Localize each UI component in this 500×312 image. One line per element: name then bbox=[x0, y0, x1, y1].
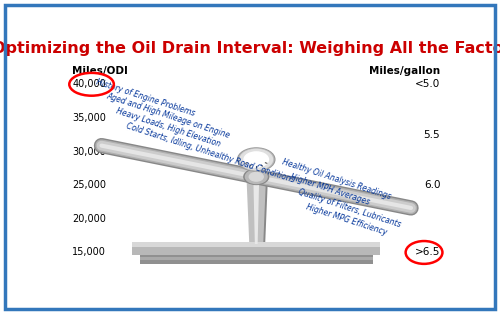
Text: 6.0: 6.0 bbox=[424, 180, 440, 190]
Circle shape bbox=[246, 170, 267, 183]
Text: Optimizing the Oil Drain Interval: Weighing All the Factors: Optimizing the Oil Drain Interval: Weigh… bbox=[0, 41, 500, 56]
Text: Cold Starts, Idling, Unhealthy Road Conditions: Cold Starts, Idling, Unhealthy Road Cond… bbox=[124, 122, 295, 185]
Text: 40,000: 40,000 bbox=[72, 79, 106, 89]
Text: 25,000: 25,000 bbox=[72, 180, 106, 190]
Text: 20,000: 20,000 bbox=[72, 214, 106, 224]
Text: Heavy Loads, High Elevation: Heavy Loads, High Elevation bbox=[115, 107, 222, 149]
Text: 5.5: 5.5 bbox=[424, 130, 440, 140]
FancyBboxPatch shape bbox=[140, 257, 372, 260]
Text: <5.0: <5.0 bbox=[415, 79, 440, 89]
Text: Healthy Oil Analysis Readings: Healthy Oil Analysis Readings bbox=[282, 157, 393, 201]
Circle shape bbox=[244, 169, 268, 184]
Text: Higher MPG Efficiency: Higher MPG Efficiency bbox=[304, 202, 388, 237]
Polygon shape bbox=[248, 179, 268, 244]
Text: Miles/ODI: Miles/ODI bbox=[72, 66, 128, 76]
FancyBboxPatch shape bbox=[132, 241, 380, 247]
Text: >6.5: >6.5 bbox=[415, 247, 440, 257]
Polygon shape bbox=[246, 179, 266, 244]
Text: Quality of Filters, Lubricants: Quality of Filters, Lubricants bbox=[297, 187, 402, 229]
Text: History of Engine Problems: History of Engine Problems bbox=[96, 77, 196, 118]
Circle shape bbox=[240, 149, 272, 170]
Circle shape bbox=[250, 173, 263, 181]
Text: Aged and High Mileage on Engine: Aged and High Mileage on Engine bbox=[105, 92, 231, 140]
Polygon shape bbox=[254, 179, 259, 244]
Text: 35,000: 35,000 bbox=[72, 113, 106, 123]
Text: Miles/gallon: Miles/gallon bbox=[369, 66, 440, 76]
Text: 30,000: 30,000 bbox=[72, 147, 106, 157]
Circle shape bbox=[239, 149, 274, 170]
Text: Higher MPH Averages: Higher MPH Averages bbox=[289, 172, 371, 207]
FancyBboxPatch shape bbox=[132, 241, 380, 255]
Text: 15,000: 15,000 bbox=[72, 247, 106, 257]
FancyBboxPatch shape bbox=[140, 255, 372, 265]
Circle shape bbox=[238, 148, 275, 171]
Circle shape bbox=[244, 152, 268, 167]
